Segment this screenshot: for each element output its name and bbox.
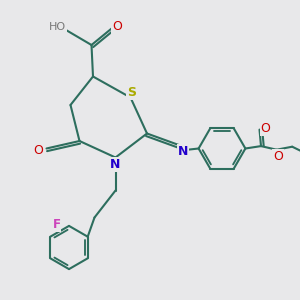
Text: O: O <box>261 122 270 135</box>
Text: O: O <box>112 20 122 34</box>
Text: N: N <box>178 145 188 158</box>
Text: O: O <box>273 150 283 163</box>
Text: F: F <box>52 218 60 231</box>
Text: O: O <box>33 143 43 157</box>
Text: S: S <box>128 85 136 99</box>
Text: HO: HO <box>49 22 66 32</box>
Text: N: N <box>110 158 121 171</box>
